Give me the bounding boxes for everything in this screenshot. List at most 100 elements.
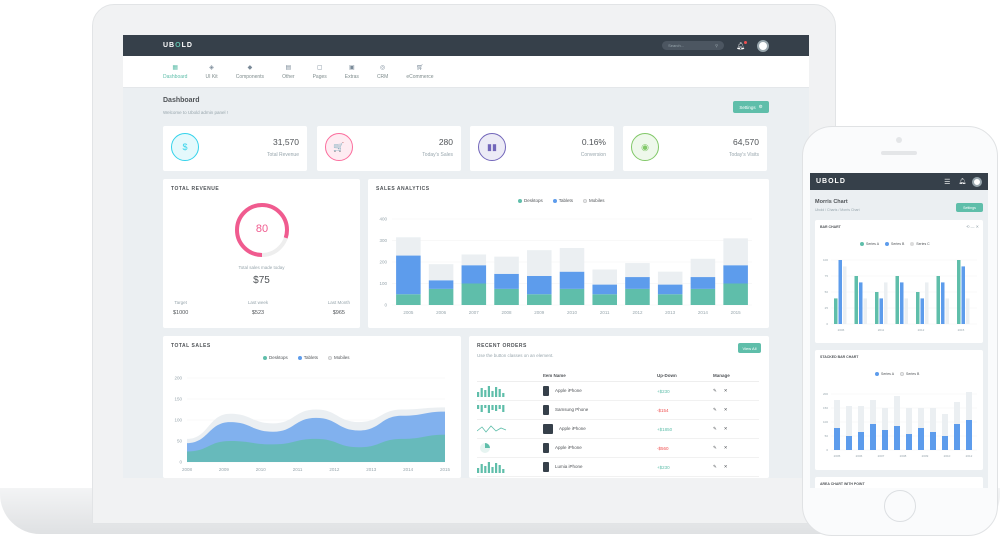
- sparkline: [477, 385, 505, 397]
- table-row[interactable]: Samsung Phone -$154 ✎ ✕: [477, 400, 759, 420]
- edit-icon[interactable]: ✎: [713, 445, 717, 450]
- y-tick-label: 0: [826, 448, 828, 452]
- change-value: -$154: [657, 400, 713, 420]
- spark-bar: [477, 404, 480, 409]
- menu-item-ui-kit[interactable]: ◈ UI Kit: [205, 64, 217, 80]
- sales-analytics-chart: 0 100 200 300 400 2005 2006 2007 2008 2009 2010 201…: [379, 217, 752, 315]
- bar-series-a: [930, 432, 936, 450]
- item-name-cell: Lumia iPhone: [543, 457, 657, 477]
- y-tick-label: 0: [179, 460, 182, 465]
- edit-icon[interactable]: ✎: [713, 464, 717, 469]
- menu-item-crm[interactable]: ◎ CRM: [377, 64, 388, 80]
- delete-icon[interactable]: ✕: [723, 426, 728, 431]
- bar-series-b: [918, 408, 924, 428]
- menu-item-components[interactable]: ◆ Components: [236, 64, 264, 80]
- item-name-cell: Apple iPhone: [543, 438, 657, 458]
- settings-button[interactable]: Settings ⚙: [733, 101, 769, 113]
- spark-bar: [477, 391, 480, 397]
- view-all-button[interactable]: View All: [738, 343, 761, 353]
- legend-swatch: [910, 242, 915, 246]
- menu-item-pages[interactable]: ▢ Pages: [313, 64, 327, 80]
- phone-thumbnail: [543, 424, 553, 434]
- delete-icon[interactable]: ✕: [723, 445, 728, 450]
- delete-icon[interactable]: ✕: [723, 388, 728, 393]
- bar-series-a: [846, 436, 852, 450]
- stat-value: 280: [438, 137, 453, 147]
- x-tick-label: 2008: [900, 454, 907, 458]
- spark-bar: [495, 462, 498, 473]
- avatar[interactable]: [972, 176, 982, 187]
- bar-desktops: [428, 288, 454, 305]
- y-tick-label: 100: [823, 258, 828, 262]
- edit-icon[interactable]: ✎: [713, 407, 717, 412]
- bell-icon[interactable]: 🔔︎: [736, 40, 747, 50]
- search-input[interactable]: Search... ⚲: [662, 41, 725, 50]
- phone-thumbnail: [543, 386, 549, 396]
- edit-icon[interactable]: ✎: [713, 388, 717, 393]
- logo[interactable]: UBOLD: [163, 42, 193, 49]
- home-button[interactable]: [884, 490, 916, 522]
- bar-series-b: [834, 400, 840, 428]
- legend-item: Series B: [900, 372, 919, 376]
- bar-series-a: [942, 436, 948, 450]
- phone-settings-button[interactable]: Settings: [956, 203, 983, 212]
- stat-card: ▮▮ 0.16% Conversion: [470, 126, 614, 171]
- bar-series-b: [942, 414, 948, 436]
- spark-bar: [484, 389, 487, 397]
- bar-series-b: [870, 400, 876, 424]
- bar-desktops: [657, 294, 683, 305]
- total-sales-chart: 0 50 100 150 200 2008 2009 2010 2011 2012 2013 2014…: [174, 376, 450, 473]
- bar-tablets: [396, 255, 421, 295]
- phone-speaker: [881, 151, 917, 155]
- menu-item-ecommerce[interactable]: 🛒︎ eCommerce: [406, 64, 433, 80]
- bar-tablets: [657, 284, 683, 295]
- card-controls[interactable]: ⟲ — ✕: [966, 224, 979, 229]
- phone-logo[interactable]: UBOLD: [816, 178, 846, 185]
- menu-item-extras[interactable]: ▣ Extras: [345, 64, 359, 80]
- spark-bar: [480, 387, 483, 397]
- sparkline-cell: [477, 438, 543, 458]
- table-row[interactable]: Apple iPhone +$230 ✎ ✕: [477, 381, 759, 401]
- menu-item-other[interactable]: ▤ Other: [282, 64, 295, 80]
- y-tick-label: 150: [174, 397, 182, 402]
- menu-icon[interactable]: ☰: [944, 178, 951, 186]
- x-tick-label: 2015: [731, 310, 742, 315]
- spark-bar: [484, 465, 487, 473]
- x-tick-label: 2010: [256, 467, 267, 472]
- y-tick-label: 50: [825, 290, 829, 294]
- bell-icon[interactable]: 🔔︎: [958, 179, 966, 185]
- made-today-label: Total sales made today: [238, 265, 285, 270]
- bar-series-a: [918, 428, 924, 450]
- table-row[interactable]: Apple iPhone +$1850 ✎ ✕: [476, 419, 759, 439]
- bar: [838, 260, 842, 324]
- delete-icon[interactable]: ✕: [723, 407, 728, 412]
- x-tick-label: 2012: [966, 454, 973, 458]
- column-header: [477, 371, 543, 382]
- sparkline: [476, 424, 507, 433]
- card-title: SALES ANALYTICS: [376, 186, 430, 192]
- manage-cell: ✎ ✕: [713, 381, 759, 401]
- bar-series-a: [966, 420, 972, 450]
- table-row[interactable]: Lumia iPhone +$230 ✎ ✕: [477, 457, 759, 477]
- legend: Desktops Tablets Mobiles: [263, 355, 350, 360]
- page-title: Dashboard: [163, 97, 200, 104]
- menu-label: UI Kit: [205, 73, 218, 80]
- avatar[interactable]: [757, 39, 769, 52]
- card-title: TOTAL SALES: [171, 343, 211, 349]
- topbar: UBOLD Search... ⚲ 🔔︎: [123, 35, 809, 56]
- bar-mobiles: [559, 248, 585, 272]
- spark-bar: [491, 466, 494, 473]
- bar: [900, 282, 904, 324]
- bar-series-b: [882, 408, 888, 430]
- delete-icon[interactable]: ✕: [723, 464, 728, 469]
- target-value: $523: [251, 310, 265, 316]
- menu-item-dashboard[interactable]: ▦ Dashboard: [163, 64, 187, 80]
- spark-bar: [502, 392, 505, 397]
- page-header: Dashboard Welcome to Ubold admin panel !: [163, 97, 228, 115]
- phone-camera: [896, 137, 902, 143]
- bar-series-a: [954, 424, 960, 450]
- x-tick-label: 2007: [469, 310, 480, 315]
- table-row[interactable]: Apple iPhone -$560 ✎ ✕: [477, 438, 759, 458]
- y-tick-label: 200: [379, 260, 387, 265]
- edit-icon[interactable]: ✎: [713, 426, 717, 431]
